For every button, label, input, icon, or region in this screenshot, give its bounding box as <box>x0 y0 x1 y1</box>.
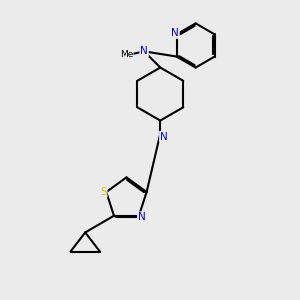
Text: S: S <box>100 187 107 197</box>
Text: N: N <box>160 132 168 142</box>
Text: N: N <box>140 46 148 56</box>
Text: N: N <box>171 28 179 38</box>
Text: Me: Me <box>120 50 133 59</box>
Text: N: N <box>138 212 146 222</box>
